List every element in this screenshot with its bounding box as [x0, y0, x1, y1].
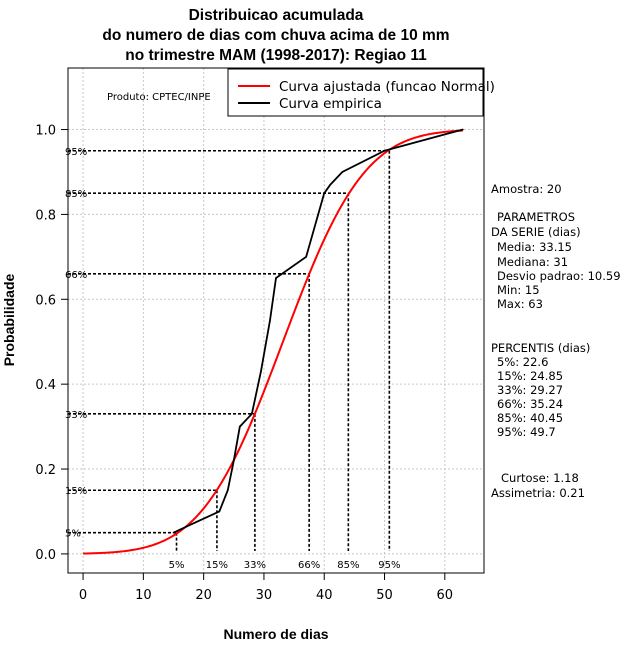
stat-parametros-subtitle: DA SERIE (dias) [491, 225, 581, 239]
percentile-label-y-3: 66% [65, 270, 87, 281]
stat-desvio: Desvio padrao: 10.59 [497, 269, 621, 283]
stat-mediana: Mediana: 31 [497, 255, 568, 269]
stat-media: Media: 33.15 [497, 240, 572, 254]
empirical-point-14 [383, 149, 386, 152]
y-tick-label-4: 0.8 [35, 208, 56, 223]
stat-min: Min: 15 [497, 283, 540, 297]
x-tick-label-4: 40 [316, 588, 333, 603]
empirical-point-2 [218, 510, 221, 513]
empirical-point-0 [172, 531, 175, 534]
y-tick-label-0: 0.0 [35, 548, 56, 563]
empirical-point-8 [269, 319, 271, 322]
empirical-point-4 [232, 459, 235, 462]
legend: Curva ajustada (funcao Normal) Curva emp… [227, 68, 495, 117]
empirical-point-6 [251, 413, 253, 415]
empirical-point-5 [239, 425, 241, 428]
percentile-label-x-0: 5% [169, 560, 185, 571]
percentile-label-y-2: 33% [65, 410, 87, 421]
empirical-point-3 [226, 489, 229, 492]
stat-assimetria: Assimetria: 0.21 [491, 486, 585, 500]
axes: 0 10 20 30 40 50 60 0.0 0.2 0.4 0.6 0.8 1.0 [35, 124, 453, 603]
stat-p85: 85%: 40.45 [497, 411, 563, 425]
stat-amostra: Amostra: 20 [491, 182, 562, 196]
percentile-label-y-0: 5% [65, 529, 81, 540]
empirical-point-11 [323, 192, 326, 194]
fitted-normal-curve [83, 129, 463, 555]
x-tick-label-6: 60 [437, 588, 454, 603]
stat-p5: 5%: 22.6 [497, 355, 548, 369]
x-tick-label-2: 20 [195, 588, 212, 603]
percentile-label-y-5: 95% [65, 147, 87, 158]
legend-label-fitted: Curva ajustada (funcao Normal) [279, 79, 495, 95]
x-axis-title: Numero de dias [223, 626, 328, 642]
y-tick-label-3: 0.6 [35, 293, 56, 308]
stat-p95: 95%: 49.7 [497, 425, 556, 439]
y-tick-label-2: 0.4 [35, 378, 56, 393]
empirical-point-9 [275, 277, 277, 279]
y-tick-label-5: 1.0 [35, 124, 56, 139]
legend-label-empirical: Curva empirica [279, 96, 382, 112]
percentile-label-x-1: 15% [206, 560, 228, 571]
empirical-point-15 [462, 128, 464, 131]
stat-parametros-title: PARAMETROS [497, 210, 575, 224]
x-tick-label-0: 0 [79, 588, 87, 603]
series-layer [83, 128, 464, 555]
percentile-label-x-4: 85% [337, 560, 359, 571]
empirical-point-10 [305, 256, 307, 258]
stat-p33: 33%: 29.27 [497, 383, 563, 397]
chart-title-line-3: no trimestre MAM (1998-2017): Regiao 11 [125, 47, 427, 64]
empirical-curve [173, 128, 464, 534]
statistics-panel: Amostra: 20 PARAMETROS DA SERIE (dias) M… [491, 182, 621, 500]
grid [68, 68, 484, 573]
stat-curtose: Curtose: 1.18 [501, 471, 579, 485]
percentile-label-y-4: 85% [65, 189, 87, 200]
percentile-label-x-3: 66% [298, 560, 320, 571]
x-tick-label-5: 50 [376, 588, 393, 603]
empirical-point-7 [260, 370, 262, 373]
stat-max: Max: 63 [497, 297, 543, 311]
x-tick-label-1: 10 [135, 588, 152, 603]
chart-title-line-2: do numero de dias com chuva acima de 10 … [102, 27, 449, 44]
percentile-label-y-1: 15% [65, 486, 87, 497]
stat-p15: 15%: 24.85 [497, 369, 563, 383]
percentile-label-x-5: 95% [378, 560, 400, 571]
stat-p66: 66%: 35.24 [497, 397, 563, 411]
chart-title-line-1: Distribuicao acumulada [189, 7, 364, 24]
stat-percentis-title: PERCENTIS (dias) [491, 341, 590, 355]
plot-frame [67, 67, 485, 574]
x-tick-label-3: 30 [256, 588, 273, 603]
empirical-point-1 [190, 523, 193, 525]
produto-label: Produto: CPTEC/INPE [107, 92, 211, 103]
legend-box [227, 68, 484, 117]
y-axis-title: Probabilidade [1, 274, 17, 367]
percentile-guides: 5% 5% 15% 15% 33% 33% 66% 66% 85% 85% 95% 95% [65, 147, 400, 571]
y-tick-label-1: 0.2 [35, 463, 56, 478]
empirical-point-13 [341, 171, 344, 173]
empirical-point-12 [329, 183, 332, 186]
percentile-label-x-2: 33% [244, 560, 266, 571]
